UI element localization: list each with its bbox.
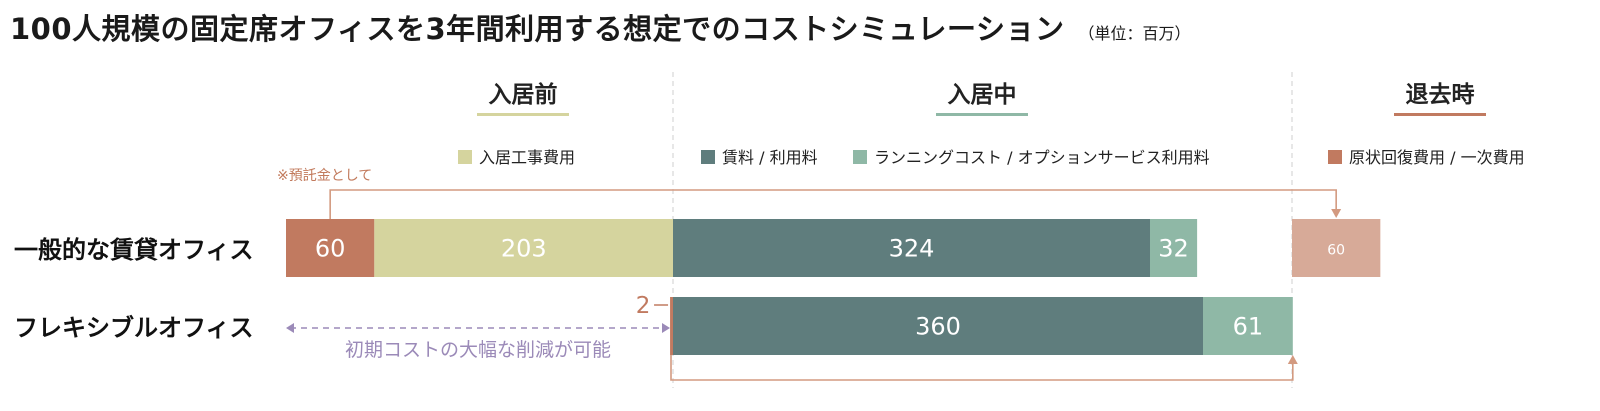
phase-header-3: 退去時	[1406, 82, 1475, 108]
bar-value-label-1-5: 60	[1327, 242, 1345, 258]
phase-header-1: 入居前	[489, 81, 558, 108]
bar-segment-1-1	[286, 219, 375, 277]
legend-label: 入居工事費用	[479, 148, 575, 167]
bar-segment-2-2	[673, 297, 1203, 355]
bar-value-label-1-2: 203	[501, 235, 547, 263]
bar-segment-1-5	[1292, 219, 1381, 277]
cost-cut-arrow-left	[286, 323, 294, 333]
flex-arrow-head	[1287, 355, 1298, 364]
deposit-arrow-head	[1331, 209, 1342, 218]
chart-title: 100人規模の固定席オフィスを3年間利用する想定でのコストシミュレーション （単位…	[10, 6, 1191, 48]
legend-item-3: ランニングコスト / オプションサービス利用料	[853, 148, 1210, 167]
bar-value-label-2-1: 2	[636, 293, 651, 319]
legend-swatch	[853, 150, 867, 164]
deposit-connector-line	[329, 189, 1337, 219]
bar-segment-1-4	[1150, 219, 1198, 277]
cost-cut-arrow-right	[662, 323, 670, 333]
deposit-note: ※預託金として	[277, 168, 372, 184]
flex-connector-line	[670, 355, 1294, 381]
bar-value-label-2-2: 360	[915, 313, 961, 341]
bar-value-label-1-4: 32	[1158, 235, 1189, 263]
cost-cut-note: 初期コストの大幅な削減が可能	[345, 339, 611, 361]
title-text: 100人規模の固定席オフィスを3年間利用する想定でのコストシミュレーション	[10, 12, 1065, 46]
bar-value-label-1-1: 60	[315, 235, 346, 263]
legend-label: 原状回復費用 / 一次費用	[1349, 148, 1525, 167]
bar-value-label-1-3: 324	[889, 235, 935, 263]
legend-swatch	[701, 150, 715, 164]
bar-value-label-2-3: 61	[1233, 313, 1264, 341]
phase-underline-3	[1394, 113, 1486, 116]
bar-segment-2-1	[670, 297, 673, 355]
row-label-2: フレキシブルオフィス	[14, 314, 254, 342]
legend-item-2: 賃料 / 利用料	[701, 148, 818, 167]
phase-header-2: 入居中	[948, 82, 1017, 108]
legend-item-4: 原状回復費用 / 一次費用	[1328, 148, 1525, 167]
bar-segment-1-2	[374, 219, 674, 277]
unit-label: （単位：百万）	[1078, 24, 1191, 43]
bar-segment-1-3	[673, 219, 1150, 277]
legend-item-1: 入居工事費用	[458, 148, 575, 167]
phase-underline-2	[936, 113, 1028, 116]
bar-segment-2-3	[1203, 297, 1293, 355]
phase-underline-1	[477, 113, 569, 116]
legend-label: 賃料 / 利用料	[722, 148, 818, 167]
legend-label: ランニングコスト / オプションサービス利用料	[874, 148, 1210, 167]
legend-swatch	[458, 150, 472, 164]
row-label-1: 一般的な賃貸オフィス	[14, 236, 254, 264]
legend-swatch	[1328, 150, 1342, 164]
